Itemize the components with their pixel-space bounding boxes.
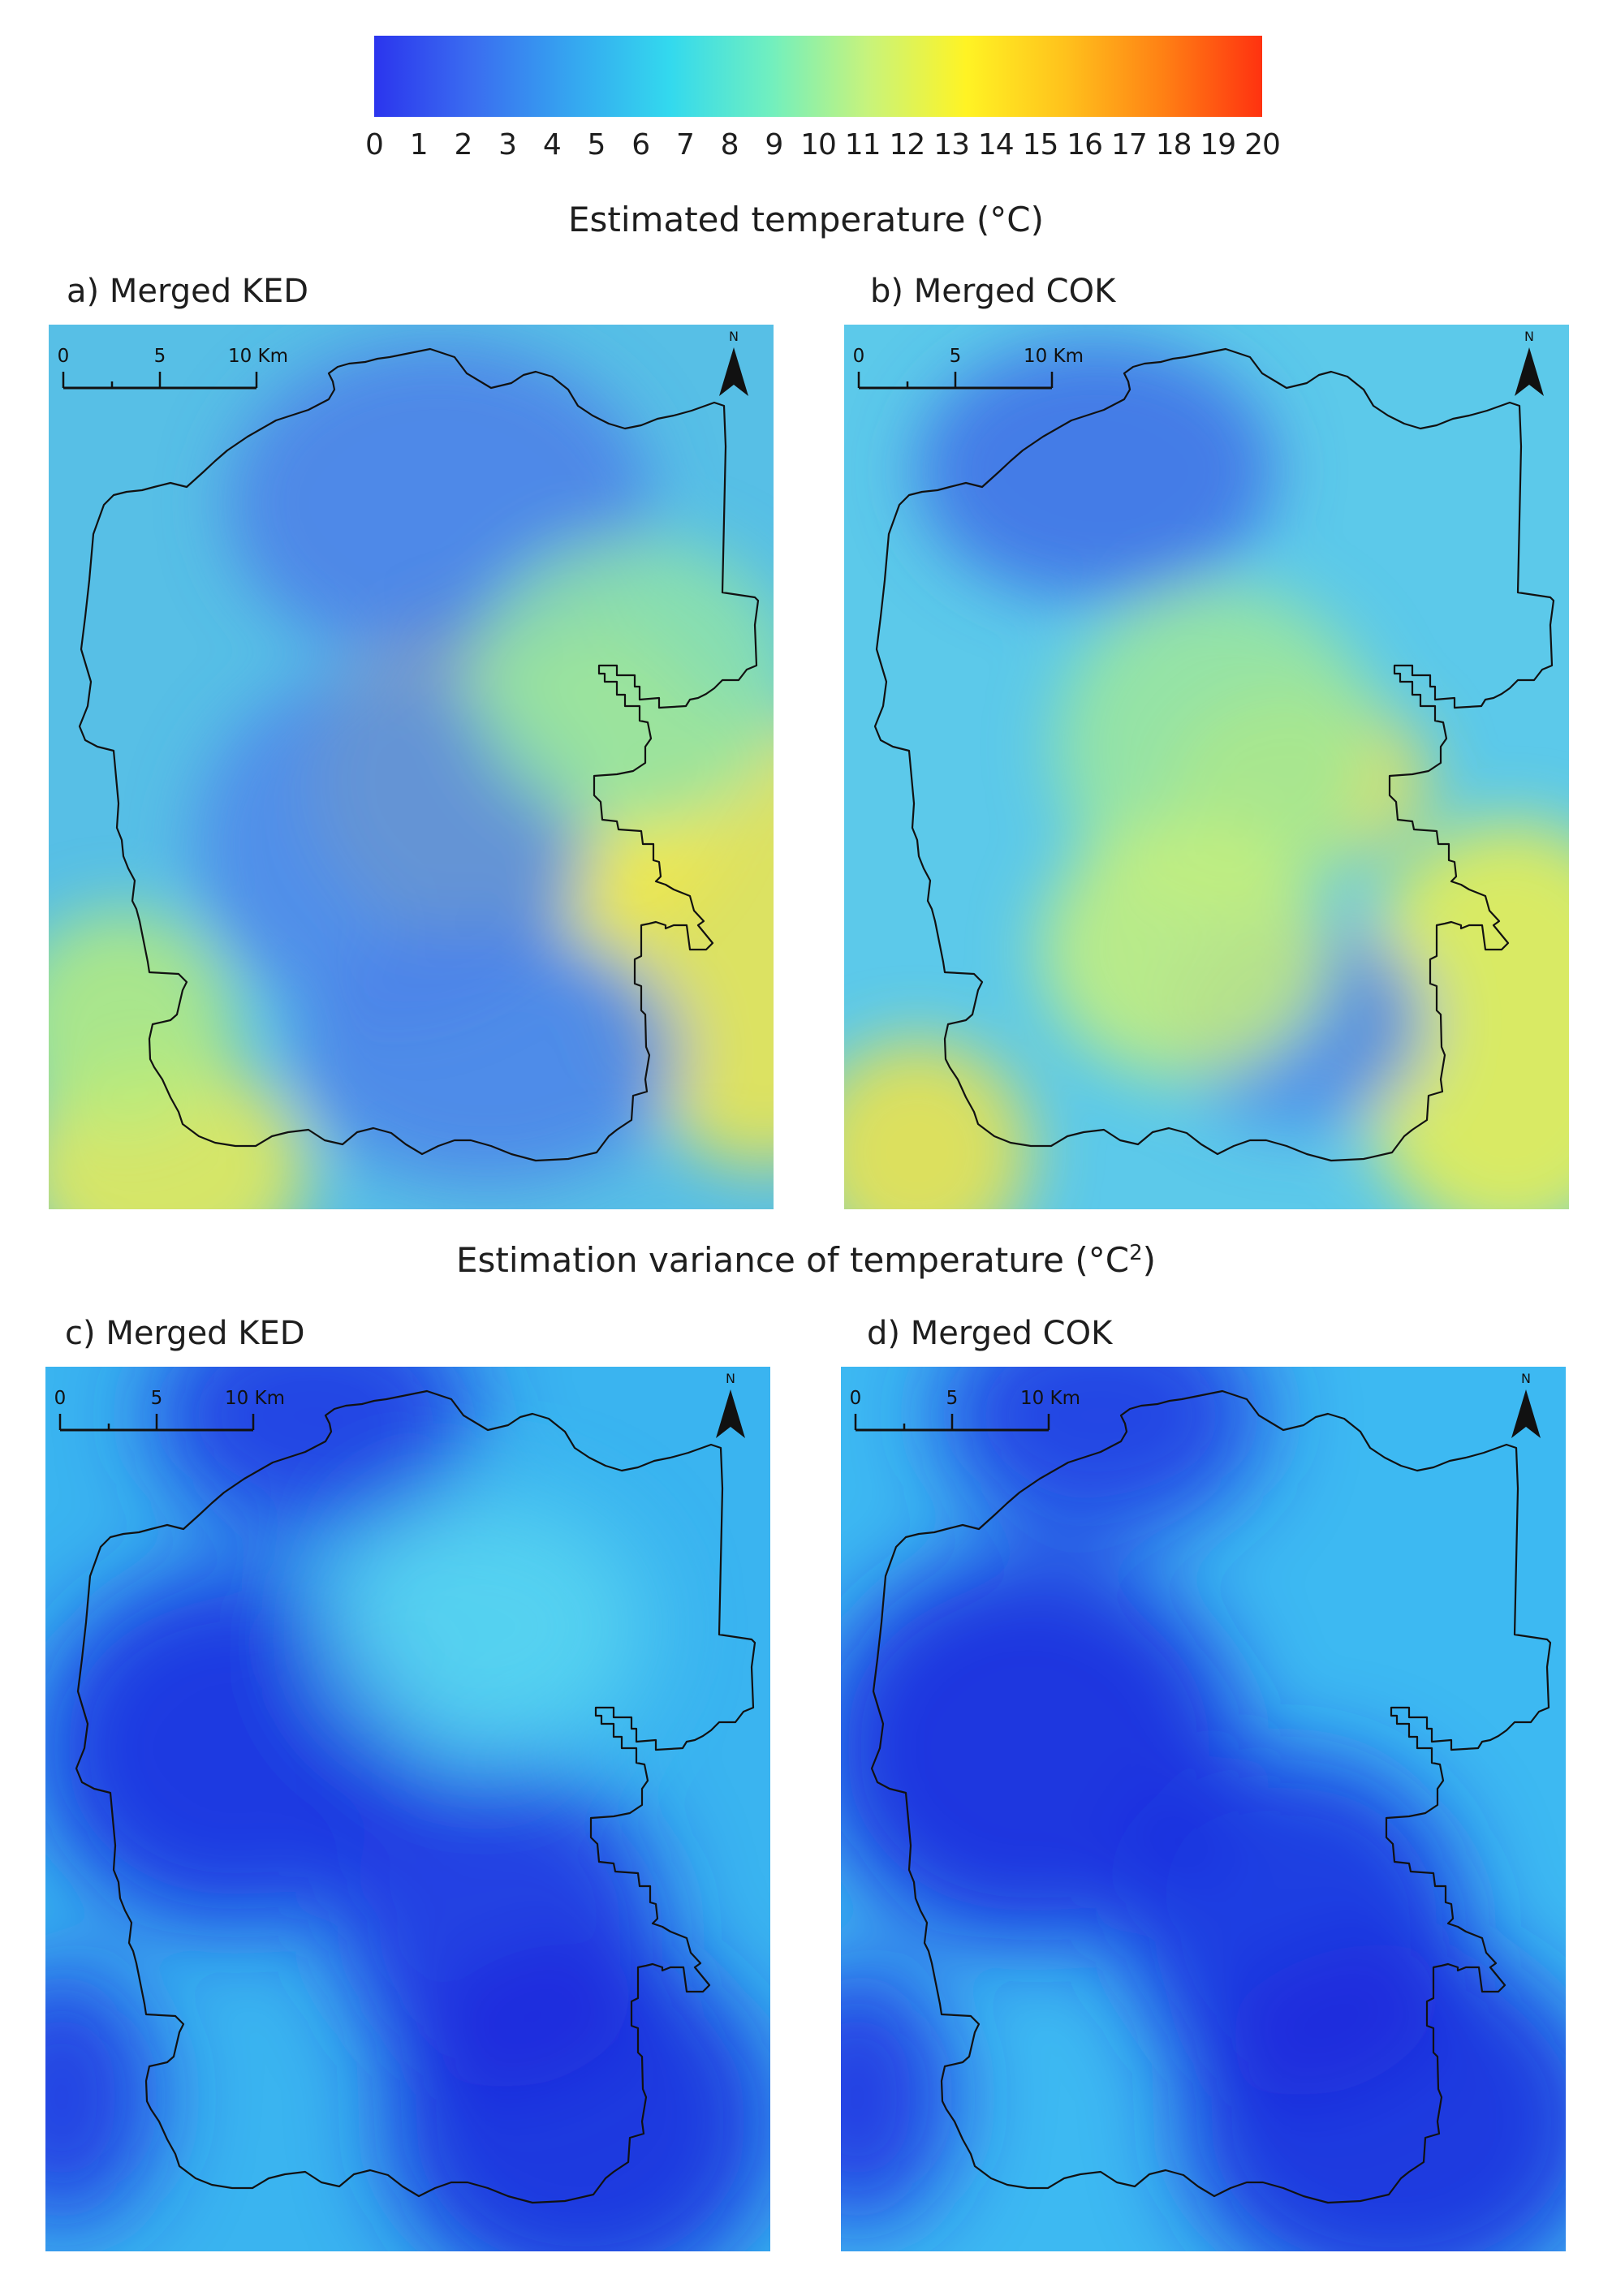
colorbar-tick-4: 4 (542, 128, 562, 162)
variance-title-end: ) (1142, 1240, 1156, 1280)
raster-patch-deep (151, 1367, 476, 1537)
raster-patch-deep (841, 1967, 955, 2227)
north-label: N (1521, 1371, 1531, 1386)
scale-label-0: 0 (853, 346, 865, 367)
raster-patch-mid (471, 536, 774, 828)
scale-label-5: 5 (946, 1388, 959, 1409)
map-panel-c: 0 5 10 Km N (45, 1367, 770, 2251)
study-area-boundary (78, 347, 760, 1162)
north-label: N (1524, 329, 1534, 344)
scale-bar: 0 5 10 Km (850, 1388, 1080, 1432)
scale-label-0: 0 (58, 346, 70, 367)
colorbar-tick-10: 10 (800, 128, 837, 162)
colorbar-tick-14: 14 (977, 128, 1015, 162)
raster-patch-cool (917, 341, 1274, 601)
panel-a-label: a) Merged KED (67, 273, 309, 310)
scale-label-10: 10 Km (228, 346, 288, 367)
colorbar-tick-19: 19 (1200, 128, 1236, 162)
scale-bar: 0 5 10 Km (54, 1388, 285, 1432)
raster-patch-light (321, 1497, 646, 1756)
colorbar-tick-3: 3 (498, 128, 517, 162)
raster-patch-deep (841, 1553, 1239, 1943)
colorbar-tick-5: 5 (587, 128, 606, 162)
raster-patch-warm (844, 1039, 1031, 1209)
map-svg: 0 5 10 Km N (45, 1367, 770, 2251)
panel-c-label: c) Merged KED (65, 1315, 305, 1352)
scale-bar: 0 5 10 Km (853, 346, 1084, 390)
map-svg: 0 5 10 Km N (49, 325, 774, 1209)
scale-label-5: 5 (154, 346, 166, 367)
north-label: N (726, 1371, 735, 1386)
temperature-section-title: Estimated temperature (°C) (568, 200, 1044, 239)
map-svg: 0 5 10 Km N (841, 1367, 1566, 2251)
variance-title-main: Estimation variance of temperature (°C (455, 1240, 1130, 1280)
raster-patch-deep (1182, 1943, 1566, 2251)
variance-title-superscript: 2 (1129, 1241, 1143, 1265)
raster-patch-warm (1347, 820, 1569, 1209)
scale-label-10: 10 Km (1020, 1388, 1080, 1409)
colorbar-tick-labels: 0 1 2 3 4 5 6 7 8 9 10 11 12 13 14 15 16 17 18 19 20 (341, 128, 1295, 167)
colorbar-tick-13: 13 (933, 128, 970, 162)
colorbar-tick-16: 16 (1067, 128, 1103, 162)
scale-label-5: 5 (151, 1388, 163, 1409)
north-arrow-icon: N (1511, 1371, 1541, 1438)
scale-label-0: 0 (54, 1388, 67, 1409)
colorbar-tick-8: 8 (720, 128, 739, 162)
colorbar-tick-7: 7 (675, 128, 695, 162)
scale-label-0: 0 (850, 1388, 862, 1409)
colorbar-tick-17: 17 (1110, 128, 1148, 162)
scale-label-5: 5 (950, 346, 962, 367)
colorbar-tick-18: 18 (1155, 128, 1192, 162)
raster-patch-mid (1039, 820, 1331, 1079)
raster-patch-cool (292, 925, 682, 1185)
raster-patch-deep (45, 1967, 159, 2227)
colorbar-tick-11: 11 (844, 128, 881, 162)
panel-d-label: d) Merged COK (867, 1315, 1113, 1352)
raster-patch-deep (386, 1943, 770, 2251)
colorbar-tick-0: 0 (365, 128, 384, 162)
colorbar-tick-15: 15 (1022, 128, 1059, 162)
scale-label-10: 10 Km (225, 1388, 285, 1409)
north-label: N (729, 329, 739, 344)
study-area-boundary (873, 347, 1555, 1162)
north-arrow-icon: N (719, 329, 748, 396)
colorbar-tick-20: 20 (1244, 128, 1281, 162)
map-panel-b: 0 5 10 Km N (844, 325, 1569, 1209)
map-panel-d: 0 5 10 Km N (841, 1367, 1566, 2251)
scale-bar: 0 5 10 Km (58, 346, 288, 390)
colorbar-tick-12: 12 (889, 128, 925, 162)
study-area-boundary (870, 1389, 1552, 2204)
colorbar-tick-1: 1 (409, 128, 429, 162)
colorbar-tick-2: 2 (454, 128, 472, 162)
colorbar-tick-9: 9 (765, 128, 783, 162)
study-area-boundary (75, 1389, 756, 2204)
scale-label-10: 10 Km (1024, 346, 1084, 367)
panel-b-label: b) Merged COK (870, 273, 1116, 310)
north-arrow-icon: N (716, 1371, 745, 1438)
map-panel-a: 0 5 10 Km N (49, 325, 774, 1209)
temperature-colorbar (374, 36, 1262, 117)
variance-section-title: Estimation variance of temperature (°C2) (0, 1240, 1612, 1280)
colorbar-tick-6: 6 (631, 128, 650, 162)
map-svg: 0 5 10 Km N (844, 325, 1569, 1209)
north-arrow-icon: N (1515, 329, 1544, 396)
raster-patch-mid (49, 909, 235, 1136)
